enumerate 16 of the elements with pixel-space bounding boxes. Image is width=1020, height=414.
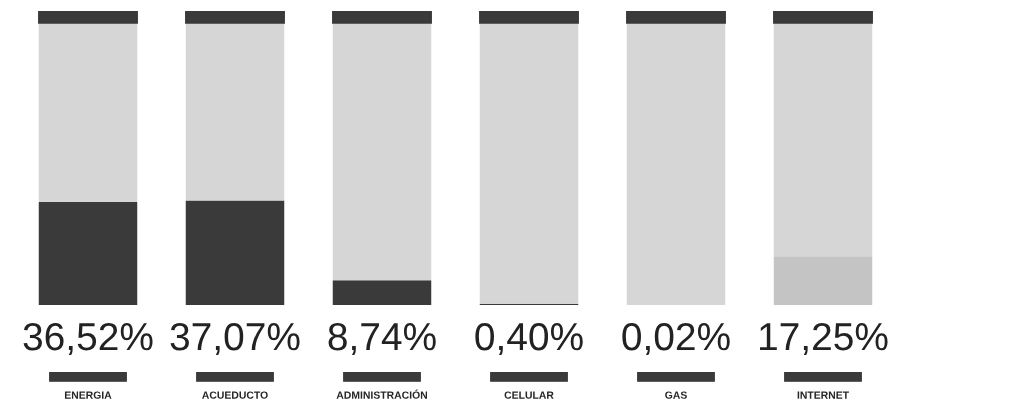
x-tick-label: GAS	[665, 391, 687, 399]
x-tick-label: CELULAR	[504, 391, 554, 399]
bar	[332, 280, 432, 305]
bar	[185, 200, 285, 305]
data-label: 36,52%	[23, 322, 153, 356]
data-label: 0,02%	[622, 322, 730, 356]
x-tick-label: ENERGIA	[64, 391, 112, 399]
data-label: 37,07%	[170, 322, 300, 356]
data-label: 17,25%	[760, 322, 888, 356]
x-tick-label: ADMINISTRACIÓN	[336, 389, 428, 399]
x-tick-label: ACUEDUCTO	[202, 391, 268, 399]
bar	[38, 202, 138, 305]
x-tick-label: INTERNET	[797, 391, 849, 399]
data-label: 0,40%	[475, 322, 583, 356]
data-label: 8,74%	[328, 322, 436, 356]
bar	[773, 256, 873, 305]
